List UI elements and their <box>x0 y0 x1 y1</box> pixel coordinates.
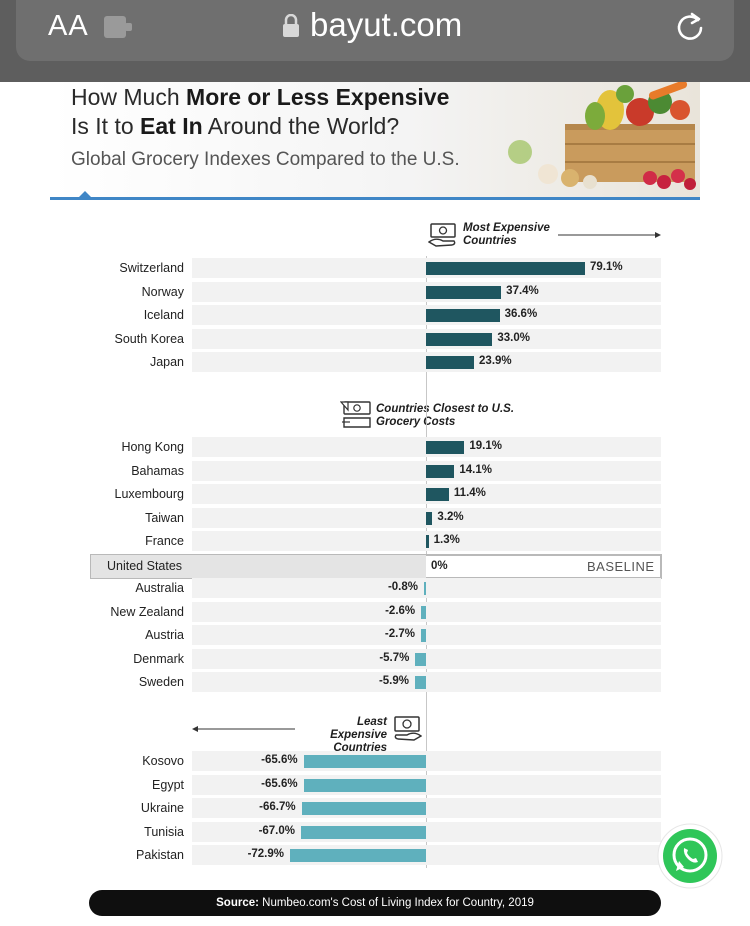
bar <box>301 826 426 839</box>
reload-icon[interactable] <box>672 8 708 44</box>
vegetable-crate-illustration <box>508 82 696 190</box>
bar <box>426 333 493 346</box>
bar-value-label: 19.1% <box>469 440 502 452</box>
bar-value-label: -65.6% <box>261 778 298 790</box>
bar-value-label: -5.7% <box>379 652 410 664</box>
country-label: Egypt <box>152 778 184 792</box>
most-expensive-label: Most Expensive Countries <box>463 222 550 247</box>
bar-value-label: -2.7% <box>384 628 415 640</box>
country-label: Sweden <box>138 675 184 689</box>
bar-value-label: -5.9% <box>378 675 409 687</box>
chart-row-background <box>192 602 661 622</box>
country-label: Bahamas <box>131 464 184 478</box>
bar-value-label: 14.1% <box>459 464 492 476</box>
bar-value-label: 36.6% <box>504 308 538 320</box>
bar-value-label: -65.6% <box>261 754 298 766</box>
country-label: Iceland <box>143 308 184 322</box>
country-label: Taiwan <box>145 511 184 525</box>
bar <box>290 849 426 862</box>
bar-value-label: -67.0% <box>258 825 295 837</box>
infographic-title-line2: Is It to Eat In Around the World? <box>71 113 400 139</box>
country-label: Kosovo <box>142 754 184 768</box>
bar-value-label: -66.7% <box>259 801 296 813</box>
bar-value-label: 1.3% <box>433 534 460 546</box>
text-size-label: AA <box>48 10 89 42</box>
baseline-country-label: United States <box>107 559 183 573</box>
bar <box>421 606 426 619</box>
infographic-title-line1: How Much More or Less Expensive <box>71 84 450 110</box>
url-text[interactable]: bayut.com <box>310 6 463 43</box>
country-label: South Korea <box>114 332 185 346</box>
country-label: France <box>145 534 184 548</box>
bar <box>426 535 429 548</box>
chart-row-background <box>192 578 661 598</box>
bar <box>303 779 426 792</box>
bar <box>414 676 426 689</box>
bar <box>424 582 426 595</box>
header-divider <box>50 197 700 200</box>
browser-toolbar: AA bayut.com <box>0 0 750 82</box>
bar-value-label: 37.4% <box>506 285 539 297</box>
country-label: Luxembourg <box>114 487 185 501</box>
baseline-tag: BASELINE <box>587 559 655 574</box>
bar <box>426 512 433 525</box>
country-label: Tunisia <box>144 825 184 839</box>
chart-row-background <box>192 625 661 645</box>
baseline-value-label: 0% <box>431 560 448 572</box>
bar <box>301 802 426 815</box>
money-hand-icon <box>394 716 422 741</box>
country-label: Denmark <box>133 652 184 666</box>
left-arrow-icon <box>192 726 295 732</box>
right-arrow-icon <box>558 232 661 238</box>
bar-value-label: -2.6% <box>385 605 416 617</box>
bar <box>426 262 585 275</box>
bar <box>426 309 500 322</box>
bar <box>426 488 449 501</box>
header-banner <box>50 82 700 198</box>
country-label: Japan <box>149 355 184 369</box>
bar-value-label: 33.0% <box>497 332 530 344</box>
whatsapp-icon[interactable] <box>657 823 723 889</box>
bar <box>426 465 455 478</box>
text-size-button[interactable]: AA <box>48 10 89 43</box>
money-hand-icon <box>428 223 456 247</box>
country-label: Pakistan <box>136 848 184 862</box>
bar-value-label: -0.8% <box>387 581 418 593</box>
bar <box>426 356 475 369</box>
source-footer: Source: Numbeo.com's Cost of Living Inde… <box>89 890 661 916</box>
country-label: Hong Kong <box>121 440 184 454</box>
money-hand-icon <box>340 401 371 428</box>
bar <box>420 629 426 642</box>
infographic-subtitle: Global Grocery Indexes Compared to the U… <box>71 149 460 170</box>
bar-value-label: -72.9% <box>247 848 284 860</box>
bar-value-label: 3.2% <box>437 511 464 523</box>
chart-row-background <box>192 672 661 692</box>
country-label: Austria <box>145 628 184 642</box>
closest-to-us-label: Countries Closest to U.S. Grocery Costs <box>376 403 515 428</box>
lock-icon <box>283 14 299 37</box>
country-label: Norway <box>141 285 184 299</box>
least-expensive-label: Least Expensive Countries <box>330 716 387 754</box>
bar <box>426 286 502 299</box>
country-label: New Zealand <box>110 605 184 619</box>
bar <box>303 755 426 768</box>
chart-row-background <box>192 649 661 669</box>
baseline-row-right <box>426 555 661 578</box>
country-label: Australia <box>135 581 184 595</box>
country-label: Ukraine <box>140 801 184 815</box>
address-bar[interactable] <box>16 0 734 61</box>
country-label: Switzerland <box>119 261 184 275</box>
bar-value-label: 79.1% <box>590 261 623 273</box>
bar-value-label: 11.4% <box>453 487 486 499</box>
header-pointer-triangle <box>78 191 92 198</box>
extension-icon[interactable] <box>104 16 134 38</box>
bar <box>415 653 426 666</box>
bar <box>426 441 465 454</box>
bar-value-label: 23.9% <box>479 355 512 367</box>
